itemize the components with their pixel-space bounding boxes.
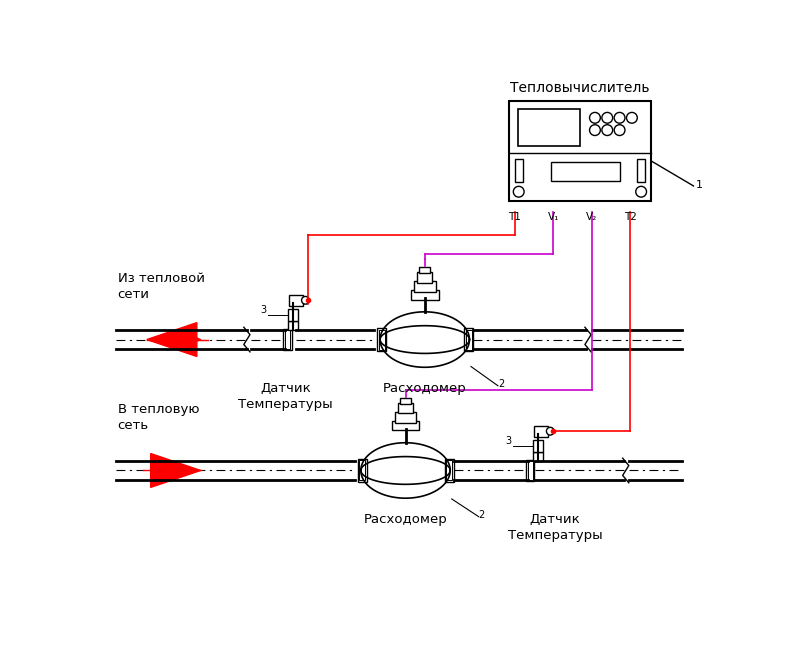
Circle shape [602,124,612,135]
Text: 2: 2 [498,379,504,389]
Text: T1: T1 [508,212,522,222]
Text: Датчик
Температуры: Датчик Температуры [507,513,602,542]
Bar [359,461,365,480]
Circle shape [636,187,646,197]
Bar [466,330,472,349]
Bar [400,398,411,404]
Text: V₂: V₂ [586,212,597,222]
Circle shape [589,124,600,135]
Bar [379,330,385,349]
Bar [447,461,452,480]
Circle shape [301,296,309,304]
Bar [283,329,292,351]
Bar [377,328,387,351]
Text: 3: 3 [260,305,267,316]
Circle shape [614,112,625,123]
Bar [533,452,543,461]
Polygon shape [151,454,200,487]
Bar [398,402,413,413]
Bar [534,426,548,437]
Bar [357,459,367,482]
Circle shape [626,112,638,123]
Bar [445,459,454,482]
Circle shape [589,112,600,123]
Bar [526,459,534,481]
Text: Расходомер: Расходомер [383,382,466,395]
Text: 2: 2 [479,510,485,520]
Bar [420,267,430,273]
Bar [509,101,651,201]
Circle shape [547,427,554,435]
Bar [417,272,432,283]
Circle shape [514,187,524,197]
Bar [551,163,620,181]
Bar [411,290,439,299]
Text: V₁: V₁ [548,212,559,222]
Bar [414,281,436,292]
Bar [533,439,544,452]
Bar [285,330,290,349]
Circle shape [602,112,612,123]
Text: В тепловую
сеть: В тепловую сеть [118,403,199,432]
Circle shape [614,124,625,135]
Polygon shape [147,323,196,356]
Bar [464,328,473,351]
Text: Датчик
Температуры: Датчик Температуры [238,382,333,411]
Text: 1: 1 [696,180,703,190]
Bar [528,461,533,480]
Text: Из тепловой
сети: Из тепловой сети [118,272,204,301]
Bar [288,308,298,321]
Bar [394,412,417,422]
Bar [518,109,580,146]
Text: T2: T2 [624,212,637,222]
Bar [638,159,645,183]
Bar [290,295,303,306]
Bar [289,321,297,330]
Text: Расходомер: Расходомер [364,513,447,526]
Text: 3: 3 [506,436,512,446]
Bar [391,421,420,430]
Text: Тепловычислитель: Тепловычислитель [510,81,649,95]
Bar [515,159,522,183]
